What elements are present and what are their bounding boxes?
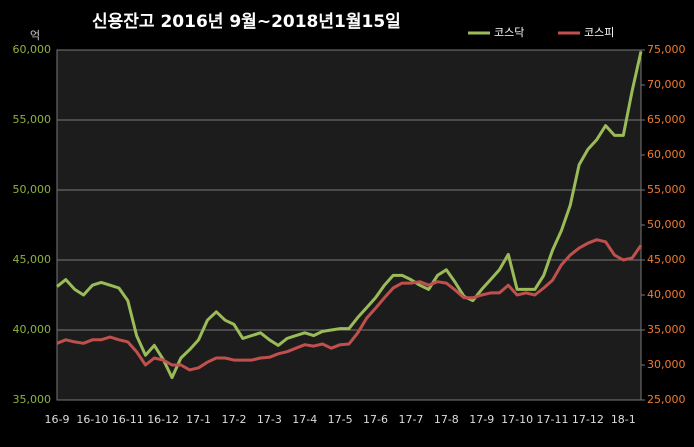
x-tick-label: 17-2 [221,413,246,426]
legend-label: 코스피 [584,26,614,39]
y-tick-label: 50,000 [13,183,52,196]
x-tick-label: 17-9 [469,413,494,426]
x-tick-label: 17-1 [186,413,211,426]
y2-tick-label: 60,000 [647,148,686,161]
x-tick-label: 17-10 [501,413,533,426]
series-line [56,238,643,372]
y-tick-label: 55,000 [13,113,52,126]
y2-tick-label: 30,000 [647,358,686,371]
x-tick-label: 17-7 [398,413,423,426]
x-tick-label: 17-5 [328,413,353,426]
x-tick-label: 17-11 [537,413,569,426]
y2-tick-label: 45,000 [647,253,686,266]
chart-title: 신용잔고 2016년 9월~2018년1월15일 [92,12,401,32]
y-tick-label: 60,000 [13,43,52,56]
x-tick-label: 17-12 [572,413,604,426]
y2-tick-label: 25,000 [647,393,686,406]
legend-label: 코스닥 [494,26,524,39]
x-tick-label: 16-9 [45,413,70,426]
y2-tick-label: 50,000 [647,218,686,231]
x-tick-label: 16-10 [76,413,108,426]
x-tick-label: 17-6 [363,413,388,426]
y2-tick-label: 75,000 [647,43,686,56]
x-tick-label: 16-12 [147,413,179,426]
x-tick-label: 18-1 [611,413,636,426]
series-line [56,51,643,380]
y-tick-label: 45,000 [13,253,52,266]
y2-tick-label: 65,000 [647,113,686,126]
x-tick-label: 17-3 [257,413,282,426]
x-tick-label: 17-8 [434,413,459,426]
plot-area [56,49,642,401]
x-tick-label: 17-4 [292,413,317,426]
x-tick-label: 16-11 [112,413,144,426]
y2-tick-label: 55,000 [647,183,686,196]
y2-tick-label: 70,000 [647,78,686,91]
y-tick-label: 40,000 [13,323,52,336]
y-axis-label: 억 [30,29,40,42]
y-tick-label: 35,000 [13,393,52,406]
y2-tick-label: 40,000 [647,288,686,301]
y2-tick-label: 35,000 [647,323,686,336]
